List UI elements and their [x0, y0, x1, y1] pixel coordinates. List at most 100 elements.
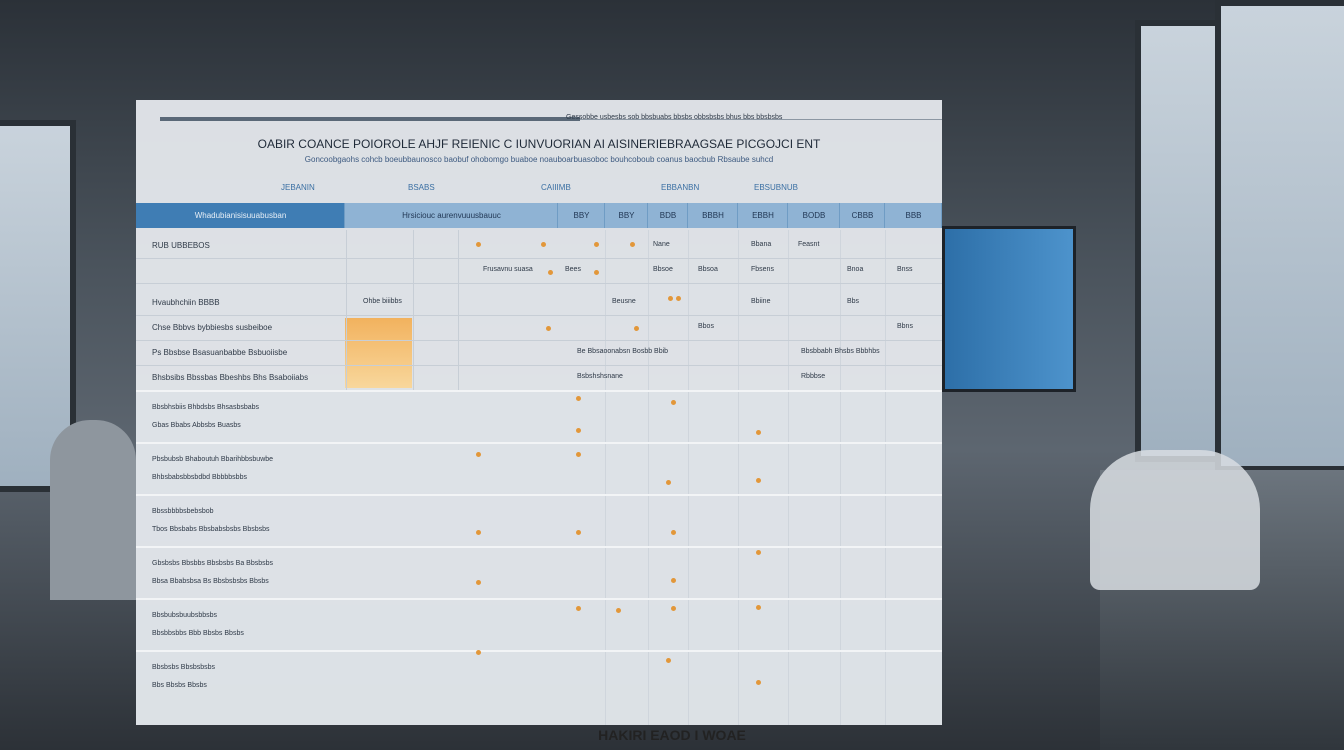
row-label: Hvaubhchiin BBBB — [152, 298, 220, 307]
marker-dot — [548, 270, 553, 275]
marker-dot — [668, 296, 673, 301]
header-text: BODB — [802, 211, 826, 220]
header-cell — [738, 203, 788, 228]
cell-text: Bnoa — [847, 266, 864, 273]
header-text: BDB — [659, 211, 677, 220]
col-line — [738, 230, 739, 725]
row-label: RUB UBBEBOS — [152, 241, 210, 250]
rule — [580, 119, 942, 120]
row-label: Bhsbsibs Bbssbas Bbeshbs Bhs Bsaboiiabs — [152, 373, 309, 382]
group-label: CAIIIMB — [541, 183, 571, 192]
group-label: BSABS — [408, 183, 435, 192]
group-label: EBSUBNUB — [754, 183, 799, 192]
col-line — [605, 230, 606, 725]
cell-text: Bbsoa — [698, 266, 718, 273]
group-label: JEBANIN — [281, 183, 315, 192]
band-text: Gbsbsbs Bbsbbs Bbsbsbs Ba Bbsbsbs — [152, 560, 274, 567]
row-line — [136, 258, 942, 259]
band-text: Gbas Bbabs Abbsbs Buasbs — [152, 422, 241, 429]
marker-dot — [476, 580, 481, 585]
cell-text: Bbsbbabh Bhsbs Bbbhbs — [801, 348, 880, 355]
cell-text: Feasnt — [798, 241, 820, 248]
cell-text: Bbos — [698, 323, 714, 330]
marker-dot — [671, 400, 676, 405]
band-text: Bbs Bbsbs Bbsbs — [152, 682, 207, 689]
marker-dot — [476, 452, 481, 457]
col-line — [788, 230, 789, 725]
band-text: Tbos Bbsbabs Bbsbabsbsbs Bbsbsbs — [152, 526, 270, 533]
header-cell — [558, 203, 605, 228]
cell-text: Nane — [653, 241, 670, 248]
header-cell — [605, 203, 648, 228]
col-line — [688, 230, 689, 725]
marker-dot — [756, 478, 761, 483]
col-line — [346, 230, 347, 390]
header-cell — [840, 203, 885, 228]
header-text: EBBH — [752, 211, 774, 220]
header-text: Hrsiciouc aurenvuuusbauuc — [402, 211, 501, 220]
row-line — [136, 283, 942, 284]
header-text: BBB — [905, 211, 922, 220]
col-line — [885, 230, 886, 725]
band-line — [136, 546, 942, 548]
row-label: Ps Bbsbse Bsasuanbabbe Bsbuoiisbe — [152, 348, 288, 357]
header-text: Whadubianisisuuabusban — [194, 211, 287, 220]
header-cell — [648, 203, 688, 228]
marker-dot — [756, 550, 761, 555]
marker-dot — [476, 530, 481, 535]
marker-dot — [576, 452, 581, 457]
marker-dot — [476, 650, 481, 655]
band-line — [136, 390, 942, 392]
marker-dot — [594, 270, 599, 275]
header-text: CBBB — [851, 211, 874, 220]
header-cell — [788, 203, 840, 228]
marker-dot — [594, 242, 599, 247]
band-text: Pbsbubsb Bhaboutuh Bbarihbbsbuwbe — [152, 456, 274, 463]
col-line — [648, 230, 649, 725]
col-line — [458, 230, 459, 390]
header-text: BBY — [618, 211, 635, 220]
col-line — [413, 230, 414, 390]
marker-dot — [756, 430, 761, 435]
cell-text: Bsbshshsnane — [577, 373, 623, 380]
band-line — [136, 650, 942, 652]
marker-dot — [576, 396, 581, 401]
marker-dot — [676, 296, 681, 301]
band-text: Bbsa Bbabsbsa Bs Bbsbsbsbs Bbsbs — [152, 578, 269, 585]
cell-text: Beusne — [612, 298, 636, 305]
marker-dot — [671, 530, 676, 535]
marker-dot — [666, 480, 671, 485]
cell-text: Bbana — [751, 241, 772, 248]
cell-text: Ohbe biiibbs — [363, 298, 402, 305]
marker-dot — [666, 658, 671, 663]
band-text: Bbsbsbs Bbsbsbsbs — [152, 664, 216, 671]
rule — [160, 117, 580, 121]
row-line — [136, 365, 942, 366]
marker-dot — [476, 242, 481, 247]
band-line — [136, 442, 942, 444]
person — [1090, 450, 1260, 590]
cell-text: Bees — [565, 266, 581, 273]
marker-dot — [576, 606, 581, 611]
header-text: BBBH — [702, 211, 724, 220]
marker-dot — [756, 680, 761, 685]
cell-text: Bnss — [897, 266, 913, 273]
band-text: Bhbsbabsbbsbdbd Bbbbbsbbs — [152, 474, 247, 481]
window — [1215, 0, 1344, 472]
marker-dot — [671, 606, 676, 611]
window — [0, 120, 76, 492]
band-text: Bbsbubsbuubsbbsbs — [152, 612, 217, 619]
topline: Gessobbe usbesbs sob bbsbuabs bbsbs obbs… — [566, 114, 783, 121]
header-row — [136, 203, 345, 228]
cell-text: Bbiine — [751, 298, 771, 305]
band-text: Bbsbhsbiis Bhbdsbs Bhsasbsbabs — [152, 404, 260, 411]
header-cell — [136, 203, 345, 228]
cell-text: Rbbbse — [801, 373, 826, 380]
group-label: EBBANBN — [661, 183, 700, 192]
cell-text: Frusavnu suasa — [483, 266, 533, 273]
header-cell — [345, 203, 558, 228]
cell-text: Be Bbsaoonabsn Bosbb Bbib — [577, 348, 669, 355]
title: OABIR COANCE POIOROLE AHJF REIENIC C IUN… — [257, 137, 821, 151]
band-line — [136, 598, 942, 600]
